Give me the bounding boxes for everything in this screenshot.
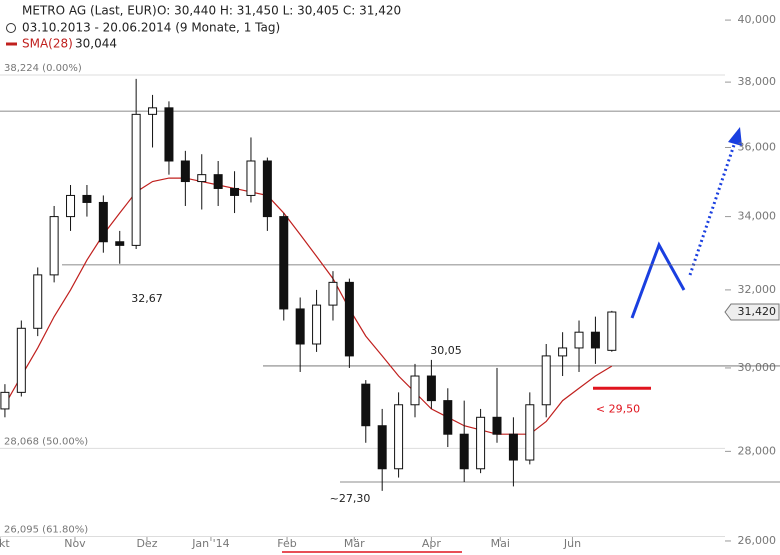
candle-body	[459, 433, 469, 470]
candle-body	[607, 311, 617, 351]
support-label: < 29,50	[596, 402, 640, 415]
candle-body	[492, 416, 502, 435]
sma-legend: SMA(28)	[22, 37, 73, 51]
candle-body	[197, 174, 207, 183]
projection-dotted	[688, 141, 737, 276]
candle-body	[377, 425, 387, 470]
y-tick-label: 28,000	[738, 444, 777, 457]
fib-label: 38,224 (0.00%)	[4, 63, 82, 74]
candle-body	[164, 107, 174, 162]
chart-title: METRO AG (Last, EUR)	[22, 4, 157, 18]
candle-body	[230, 187, 240, 196]
candle-body	[213, 174, 223, 189]
y-tick-label: 36,000	[738, 140, 777, 153]
candle-body	[361, 383, 371, 427]
x-tick-label: Apr	[422, 537, 442, 550]
x-tick-label: Okt	[0, 537, 10, 550]
y-tick-label: 38,000	[738, 75, 777, 88]
x-tick-label: Jan '14	[191, 537, 229, 550]
candle-body	[508, 433, 518, 461]
candle-body	[180, 160, 190, 183]
y-tick-label: 32,000	[738, 283, 777, 296]
candle-body	[0, 391, 10, 410]
candle-body	[148, 107, 158, 115]
candle-body	[558, 347, 568, 357]
fib-label: 28,068 (50.00%)	[4, 436, 88, 447]
level-label: 30,05	[430, 344, 462, 357]
y-tick-label: 26,000	[738, 534, 777, 547]
x-tick-label: Feb	[277, 537, 296, 550]
fib-label: 26,095 (61.80%)	[4, 525, 88, 536]
candle-body	[394, 404, 404, 470]
candle-body	[49, 216, 59, 276]
x-tick-label: Nov	[64, 537, 86, 550]
clock-icon	[6, 23, 16, 33]
candle-body	[16, 327, 26, 393]
x-tick-label: Mär	[344, 537, 365, 550]
projection	[630, 241, 686, 319]
x-tick-label: Mai	[491, 537, 510, 550]
candle-body	[262, 160, 272, 218]
candle-body	[279, 216, 289, 310]
candle-body	[443, 400, 453, 435]
candle-body	[574, 331, 584, 349]
candle-body	[590, 331, 600, 349]
candle-body	[115, 241, 125, 246]
candle-body	[344, 281, 354, 357]
candle-body	[541, 355, 551, 406]
candle-body	[312, 304, 322, 345]
y-tick-label: 34,000	[738, 210, 777, 223]
level-label: ~27,30	[330, 492, 371, 505]
candle-body	[426, 375, 436, 402]
level-label: 32,67	[131, 292, 163, 305]
last-price-label: 31,420	[738, 305, 777, 318]
candle-body	[410, 375, 420, 406]
y-tick-label: 30,000	[738, 361, 777, 374]
candle-body	[295, 308, 305, 345]
last-price-box	[724, 303, 780, 321]
candle-body	[131, 113, 141, 246]
candle-body	[525, 404, 535, 461]
sma-legend-value: 30,044	[75, 37, 117, 51]
x-tick-label: Jun	[563, 537, 581, 550]
y-tick-label: 40,000	[738, 13, 777, 26]
candle-body	[82, 194, 92, 203]
candle-body	[66, 194, 76, 218]
candle-body	[246, 160, 256, 196]
candle-body	[98, 201, 108, 243]
projection-arrowhead	[728, 127, 742, 146]
x-tick-label: Dez	[136, 537, 157, 550]
period: 03.10.2013 - 20.06.2014 (9 Monate, 1 Tag…	[22, 21, 280, 35]
candle-body	[328, 281, 338, 306]
candle-body	[476, 416, 486, 470]
ohlc-info: O: 30,440 H: 31,450 L: 30,405 C: 31,420	[157, 4, 401, 18]
candle-body	[33, 274, 43, 329]
